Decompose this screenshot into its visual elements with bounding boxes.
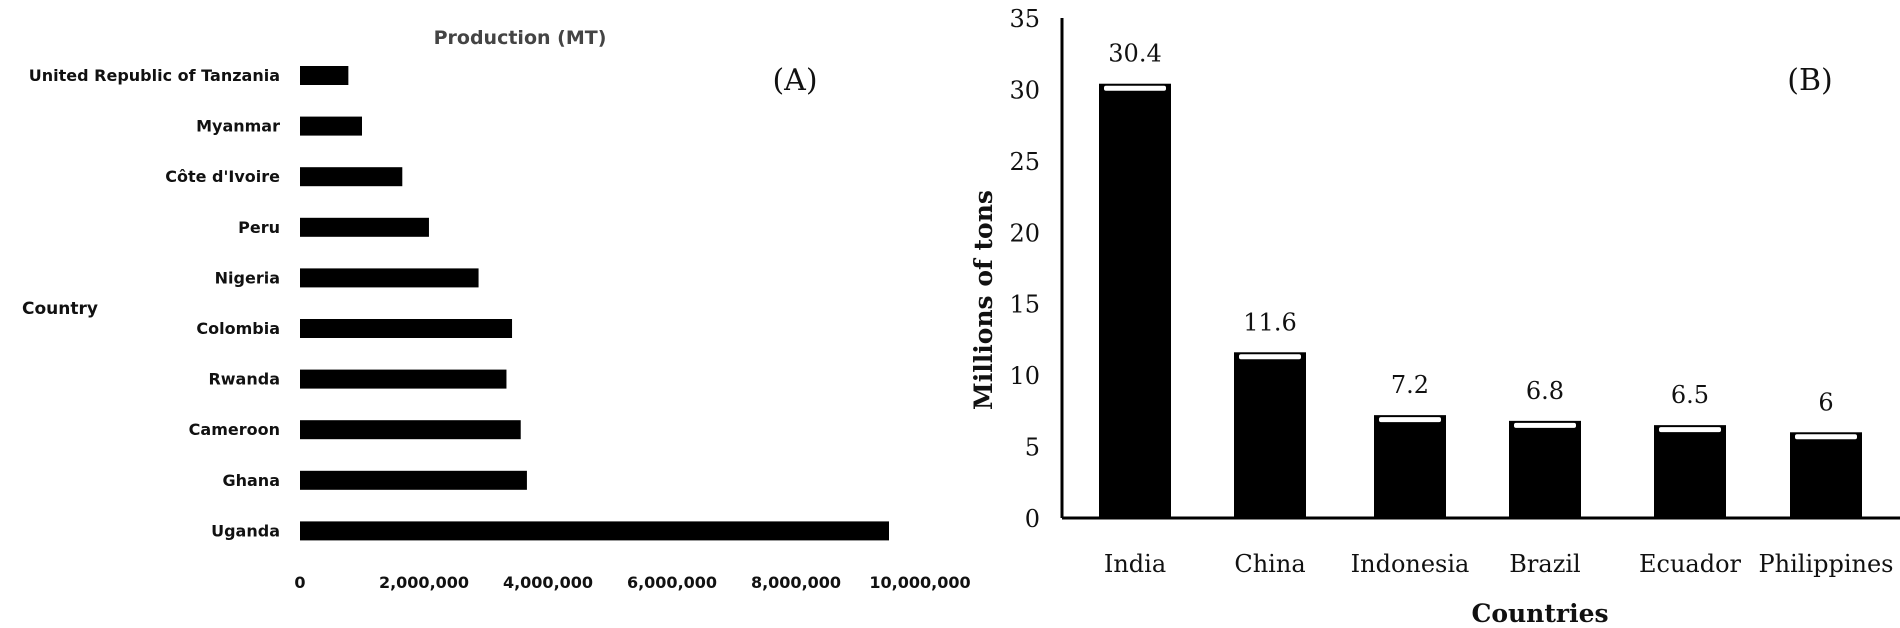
panel-b-data-label-philippines: 6	[1818, 388, 1833, 416]
panel-b-category-label-china: China	[1234, 550, 1305, 578]
panel-b-bar-highlight-ecuador	[1659, 427, 1721, 433]
panel-a-y-axis-label: Country	[22, 299, 98, 319]
panel-a-label: (A)	[772, 63, 817, 98]
panel-a-bar-cameroon	[300, 420, 521, 440]
panel-b-y-tick-label: 30	[1009, 76, 1040, 104]
panel-a-category-label-cote-d-ivoire: Côte d'Ivoire	[165, 167, 280, 186]
panel-b-bar-china	[1234, 352, 1306, 518]
panel-a-bar-colombia	[300, 319, 513, 338]
panel-a-category-label-united-republic-of-tanzania: United Republic of Tanzania	[29, 66, 280, 85]
panel-b-category-label-brazil: Brazil	[1509, 550, 1580, 578]
panel-a-horizontal-bar-chart: Production (MT) (A) Country United Repub…	[22, 27, 971, 592]
panel-b-bar-highlight-china	[1239, 354, 1301, 360]
panel-b-bar-brazil	[1509, 420, 1581, 518]
panel-a-bar-cote-d-ivoire	[300, 167, 403, 187]
panel-b-y-tick-label: 15	[1009, 291, 1040, 319]
panel-b-data-label-india: 30.4	[1108, 40, 1161, 68]
panel-b-bar-india	[1099, 83, 1171, 518]
panel-b-data-label-brazil: 6.8	[1526, 377, 1564, 405]
panel-b-category-label-ecuador: Ecuador	[1639, 550, 1742, 578]
panel-a-x-tick-label: 0	[294, 573, 305, 592]
panel-b-y-tick-label: 5	[1025, 434, 1040, 462]
panel-b-y-tick-label: 10	[1009, 362, 1040, 390]
panel-a-bar-ghana	[300, 470, 527, 490]
panel-b-y-axis-label: Millions of tons	[969, 190, 998, 410]
panel-b-bar-highlight-india	[1104, 85, 1166, 91]
panel-a-bar-united-republic-of-tanzania	[300, 66, 349, 85]
panel-b-y-tick-label: 35	[1009, 5, 1040, 33]
panel-b-bar-philippines	[1790, 432, 1862, 518]
panel-a-bar-nigeria	[300, 268, 479, 288]
panel-b-data-label-china: 11.6	[1243, 308, 1296, 336]
panel-b-bar-ecuador	[1654, 425, 1726, 518]
panel-a-x-tick-label: 4,000,000	[503, 573, 593, 592]
panel-a-x-tick-label: 10,000,000	[869, 573, 970, 592]
panel-a-category-label-myanmar: Myanmar	[196, 117, 280, 136]
panel-a-bar-rwanda	[300, 369, 507, 389]
panel-b-bar-highlight-indonesia	[1379, 417, 1441, 423]
panel-b-y-tick-label: 0	[1025, 505, 1040, 533]
panel-a-bar-myanmar	[300, 116, 362, 136]
panel-a-category-label-rwanda: Rwanda	[208, 370, 280, 389]
panel-b-label: (B)	[1787, 63, 1832, 98]
panel-a-category-label-colombia: Colombia	[196, 319, 280, 338]
panel-b-y-tick-label: 20	[1009, 219, 1040, 247]
panel-a-category-label-peru: Peru	[238, 218, 280, 237]
panel-b-category-label-indonesia: Indonesia	[1351, 550, 1470, 578]
panel-b-x-axis-label: Countries	[1471, 599, 1608, 628]
panel-a-x-tick-label: 6,000,000	[627, 573, 717, 592]
panel-b-vertical-bar-chart: (B) Millions of tons Countries 0 5 10 15 20 2…	[969, 5, 1900, 628]
panel-a-category-label-nigeria: Nigeria	[215, 268, 280, 287]
panel-a-x-tick-label: 8,000,000	[751, 573, 841, 592]
panel-a-category-label-uganda: Uganda	[211, 521, 280, 540]
panel-b-y-tick-label: 25	[1009, 148, 1040, 176]
panel-b-bar-highlight-philippines	[1795, 434, 1857, 440]
panel-a-title: Production (MT)	[434, 27, 607, 49]
panel-a-bar-peru	[300, 217, 429, 237]
panel-b-bar-indonesia	[1374, 415, 1446, 518]
panel-b-data-label-ecuador: 6.5	[1671, 381, 1709, 409]
panel-b-bar-highlight-brazil	[1514, 422, 1576, 428]
panel-a-x-tick-label: 2,000,000	[379, 573, 469, 592]
panel-b-category-label-philippines: Philippines	[1758, 550, 1893, 578]
panel-a-category-label-ghana: Ghana	[222, 471, 280, 490]
panel-b-category-label-india: India	[1104, 550, 1166, 578]
panel-a-category-label-cameroon: Cameroon	[189, 420, 280, 439]
panel-b-data-label-indonesia: 7.2	[1391, 371, 1429, 399]
panel-a-bar-uganda	[300, 521, 889, 541]
